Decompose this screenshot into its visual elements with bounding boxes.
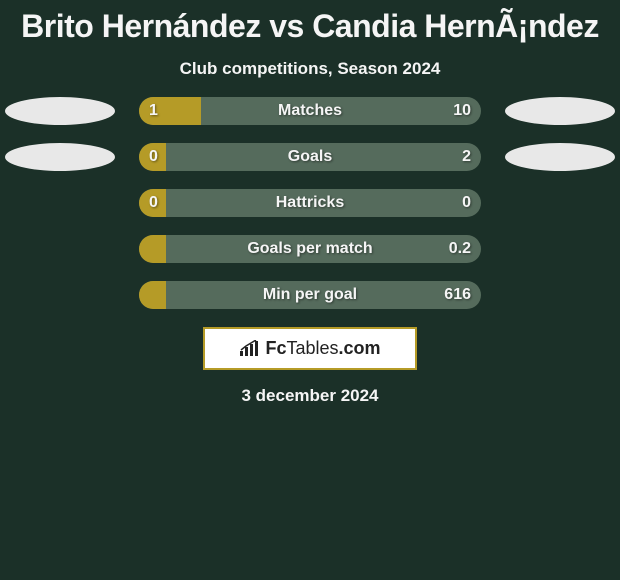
stats-chart: 1Matches10 0Goals2 0Hattricks0 Goals per ma… [0, 97, 620, 309]
source-logo: FcTables.com [239, 338, 380, 359]
bars-icon [239, 340, 261, 358]
stat-value-right: 616 [411, 281, 471, 309]
snapshot-date: 3 december 2024 [0, 386, 620, 406]
stat-value-right: 10 [411, 97, 471, 125]
stat-row: Goals per match0.2 [0, 235, 620, 263]
player1-marker [5, 143, 115, 171]
stat-value-right: 2 [411, 143, 471, 171]
page-title: Brito Hernández vs Candia HernÃ¡ndez [0, 0, 620, 49]
stat-row: 0Hattricks0 [0, 189, 620, 217]
player1-marker [5, 97, 115, 125]
logo-com: .com [339, 338, 381, 358]
logo-tables: Tables [286, 338, 338, 358]
player2-marker [505, 97, 615, 125]
logo-fc: Fc [265, 338, 286, 358]
stat-value-right: 0.2 [411, 235, 471, 263]
comparison-widget: Brito Hernández vs Candia HernÃ¡ndez Clu… [0, 0, 620, 580]
source-logo-box: FcTables.com [203, 327, 417, 370]
stat-row: 0Goals2 [0, 143, 620, 171]
logo-text: FcTables.com [265, 338, 380, 359]
subtitle: Club competitions, Season 2024 [0, 59, 620, 79]
stat-value-right: 0 [411, 189, 471, 217]
stat-row: 1Matches10 [0, 97, 620, 125]
player2-marker [505, 143, 615, 171]
stat-row: Min per goal616 [0, 281, 620, 309]
